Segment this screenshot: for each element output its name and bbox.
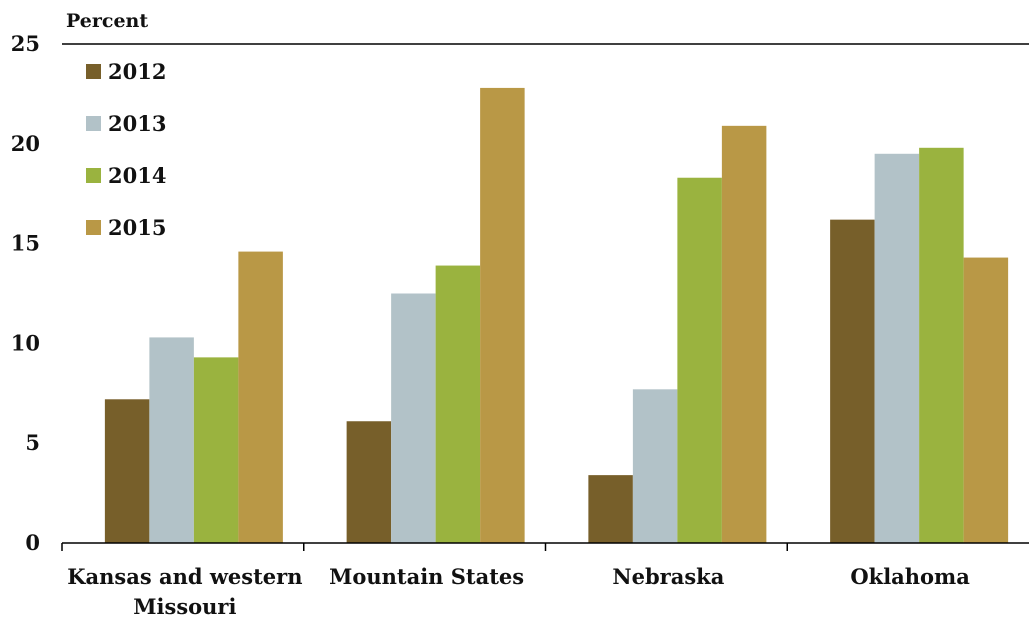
legend-swatch-2012	[86, 64, 101, 79]
y-tick-label: 15	[11, 231, 40, 256]
bar-2014-0	[194, 357, 239, 543]
bar-2012-0	[105, 399, 150, 543]
bar-2012-1	[347, 421, 392, 543]
y-tick-label: 10	[11, 330, 40, 355]
bar-2014-3	[919, 148, 964, 543]
x-category-label: Kansas and western Missouri	[67, 564, 302, 619]
y-tick-label: 5	[25, 430, 40, 455]
bar-2012-3	[830, 220, 875, 543]
bar-2015-1	[480, 88, 525, 543]
legend-label-2014: 2014	[108, 163, 166, 188]
y-axis-label: Percent	[66, 10, 148, 32]
bar-2013-0	[149, 337, 194, 543]
x-category-label: Nebraska	[612, 564, 724, 589]
x-category-label: Mountain States	[329, 564, 524, 589]
y-tick-label: 25	[11, 31, 40, 56]
bar-2013-2	[633, 389, 678, 543]
legend-label-2012: 2012	[108, 59, 166, 84]
x-axis-ticks	[62, 543, 787, 551]
y-axis-ticks: 0 5 10 15 20 25	[11, 31, 40, 555]
category-labels: Kansas and western Missouri Mountain State…	[67, 564, 970, 619]
legend-swatch-2015	[86, 220, 101, 235]
bar-2013-3	[875, 154, 920, 543]
bars	[105, 88, 1008, 543]
legend-label-2015: 2015	[108, 215, 166, 240]
bar-2014-1	[436, 266, 481, 543]
legend-label-2013: 2013	[108, 111, 166, 136]
bar-2015-3	[964, 258, 1009, 543]
bar-2013-1	[391, 294, 436, 544]
bar-2014-2	[677, 178, 722, 543]
y-tick-label: 0	[25, 530, 40, 555]
bar-2015-0	[238, 252, 283, 543]
legend-swatch-2013	[86, 116, 101, 131]
bar-2012-2	[588, 475, 633, 543]
legend: 2012 2013 2014 2015	[86, 59, 166, 240]
legend-swatch-2014	[86, 168, 101, 183]
bar-2015-2	[722, 126, 767, 543]
y-tick-label: 20	[11, 131, 40, 156]
x-category-label: Oklahoma	[850, 564, 970, 589]
